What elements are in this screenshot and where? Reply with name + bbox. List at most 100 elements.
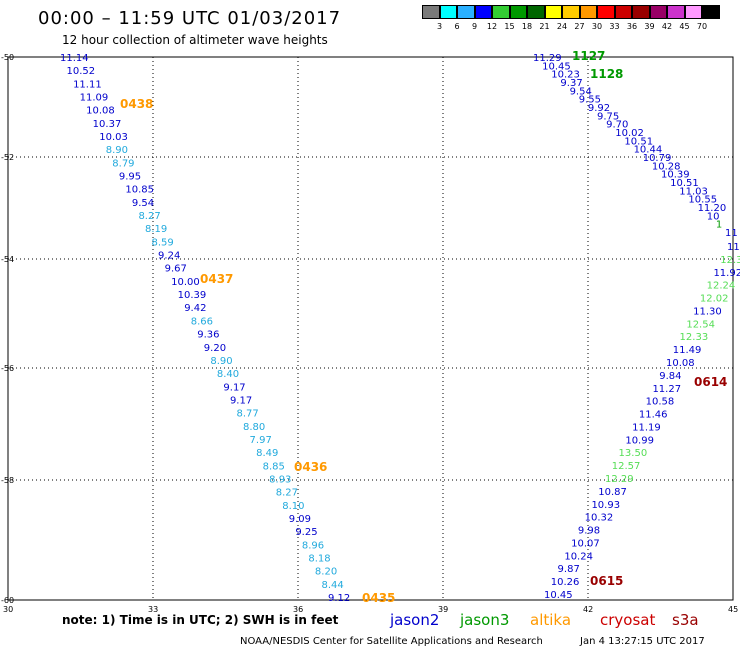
scale-label: 36 bbox=[626, 22, 638, 31]
wave-height-label: 9.98 bbox=[578, 526, 600, 537]
scale-swatch bbox=[702, 5, 720, 19]
scale-label: 39 bbox=[644, 22, 655, 31]
wave-height-label: 10.03 bbox=[99, 132, 128, 143]
legend-item-jason3: jason3 bbox=[460, 611, 510, 629]
wave-height-label: 11.27 bbox=[652, 384, 681, 395]
wave-height-label: 10.24 bbox=[564, 551, 593, 562]
scale-swatch bbox=[614, 5, 632, 19]
legend-item-s3a: s3a bbox=[672, 611, 699, 629]
wave-height-label: 7.97 bbox=[250, 435, 272, 446]
credit-text: NOAA/NESDIS Center for Satellite Applica… bbox=[240, 636, 543, 647]
scale-swatch bbox=[527, 5, 545, 19]
pass-time-label: 0615 bbox=[590, 574, 623, 588]
pass-time-label: 0436 bbox=[294, 460, 327, 474]
wave-height-label: 9.09 bbox=[289, 514, 311, 525]
timestamp-text: Jan 4 13:27:15 UTC 2017 bbox=[580, 636, 705, 647]
wave-height-label: 11.19 bbox=[632, 422, 661, 433]
wave-height-label: 8.90 bbox=[210, 356, 232, 367]
wave-height-label: 10.51 bbox=[624, 136, 653, 147]
wave-height-label: 11.09 bbox=[80, 93, 109, 104]
scale-swatch bbox=[632, 5, 650, 19]
scale-swatch bbox=[597, 5, 615, 19]
wave-height-label: 10.02 bbox=[615, 128, 644, 139]
wave-height-label: 10.44 bbox=[634, 145, 663, 156]
wave-height-label: 8.27 bbox=[138, 211, 160, 222]
pass-time-label: 1128 bbox=[590, 67, 623, 81]
wave-height-label: 11.92 bbox=[713, 268, 740, 279]
lat-label: -54 bbox=[1, 255, 14, 264]
wave-height-label: 9.84 bbox=[659, 371, 681, 382]
scale-swatch bbox=[509, 5, 527, 19]
wave-height-label: 8.18 bbox=[308, 553, 330, 564]
wave-height-label: 9.75 bbox=[597, 111, 619, 122]
wave-height-label: 10.55 bbox=[688, 195, 717, 206]
wave-height-label: 10.45 bbox=[542, 61, 571, 72]
scale-label: 30 bbox=[591, 22, 603, 31]
lon-label: 30 bbox=[3, 605, 13, 614]
scale-swatch bbox=[684, 5, 702, 19]
wave-height-label: 11.9 bbox=[727, 242, 740, 253]
wave-height-label: 8.79 bbox=[112, 158, 134, 169]
wave-height-label: 10.39 bbox=[178, 290, 207, 301]
wave-height-label: 12.54 bbox=[686, 319, 715, 330]
lat-label: -50 bbox=[1, 53, 14, 62]
wave-height-label: 11.20 bbox=[698, 203, 727, 214]
scale-label: 18 bbox=[521, 22, 533, 31]
lat-label: -56 bbox=[1, 364, 14, 373]
wave-height-label: 10.32 bbox=[585, 513, 614, 524]
wave-height-label: 8.10 bbox=[282, 501, 304, 512]
wave-height-label: 8.90 bbox=[106, 145, 128, 156]
wave-height-label: 12.33 bbox=[680, 332, 709, 343]
scale-swatch bbox=[544, 5, 562, 19]
wave-height-label: 10.23 bbox=[551, 70, 580, 81]
scale-label: 21 bbox=[539, 22, 550, 31]
wave-height-label: 8.44 bbox=[321, 580, 343, 591]
scale-label: 15 bbox=[504, 22, 515, 31]
scale-label: 45 bbox=[679, 22, 690, 31]
wave-height-label: 10.39 bbox=[661, 170, 690, 181]
scale-label: 27 bbox=[574, 22, 585, 31]
wave-height-label: 8.77 bbox=[236, 409, 258, 420]
wave-height-label: 10.26 bbox=[551, 577, 580, 588]
scale-label: 24 bbox=[556, 22, 568, 31]
wave-height-label: 8.49 bbox=[256, 448, 278, 459]
scale-label: 9 bbox=[471, 22, 478, 31]
wave-height-label: 11.11 bbox=[73, 79, 102, 90]
wave-height-label: 8.66 bbox=[191, 316, 213, 327]
scale-label: 6 bbox=[454, 22, 460, 31]
wave-height-label: 9.37 bbox=[560, 78, 582, 89]
scale-label: 33 bbox=[609, 22, 620, 31]
wave-height-label: 9.12 bbox=[328, 593, 350, 604]
wave-height-label: 10.08 bbox=[666, 358, 695, 369]
map-frame bbox=[7, 56, 734, 601]
wave-height-label: 10.51 bbox=[670, 178, 699, 189]
wave-height-label: 10 bbox=[707, 211, 720, 222]
wave-height-label: 1 bbox=[716, 220, 722, 231]
wave-height-label: 10.28 bbox=[652, 161, 681, 172]
wave-height-label: 11.46 bbox=[639, 410, 668, 421]
page-title: 00:00 – 11:59 UTC 01/03/2017 bbox=[38, 8, 342, 29]
wave-height-label: 8.40 bbox=[217, 369, 239, 380]
wave-height-label: 9.54 bbox=[132, 198, 154, 209]
wave-height-label: 9.17 bbox=[223, 382, 245, 393]
wave-height-label: 8.80 bbox=[243, 422, 265, 433]
wave-height-label: 9.25 bbox=[295, 527, 317, 538]
wave-height-label: 10.00 bbox=[171, 277, 200, 288]
wave-height-label: 9.17 bbox=[230, 395, 252, 406]
wave-height-label: 12.29 bbox=[605, 474, 634, 485]
wave-height-label: 10.37 bbox=[93, 119, 122, 130]
wave-height-label: 10.08 bbox=[86, 106, 115, 117]
wave-height-label: 9.67 bbox=[165, 264, 187, 275]
scale-swatch bbox=[439, 5, 457, 19]
page-subtitle: 12 hour collection of altimeter wave hei… bbox=[62, 33, 328, 47]
scale-swatch bbox=[579, 5, 597, 19]
wave-height-label: 8.93 bbox=[269, 474, 291, 485]
wave-height-label: 11.29 bbox=[533, 53, 562, 64]
wave-height-label: 8.20 bbox=[315, 567, 337, 578]
pass-time-label: 1127 bbox=[572, 49, 605, 63]
scale-swatch bbox=[492, 5, 510, 19]
lon-label: 45 bbox=[728, 605, 738, 614]
lon-label: 42 bbox=[583, 605, 593, 614]
wave-height-label: 8.27 bbox=[276, 488, 298, 499]
